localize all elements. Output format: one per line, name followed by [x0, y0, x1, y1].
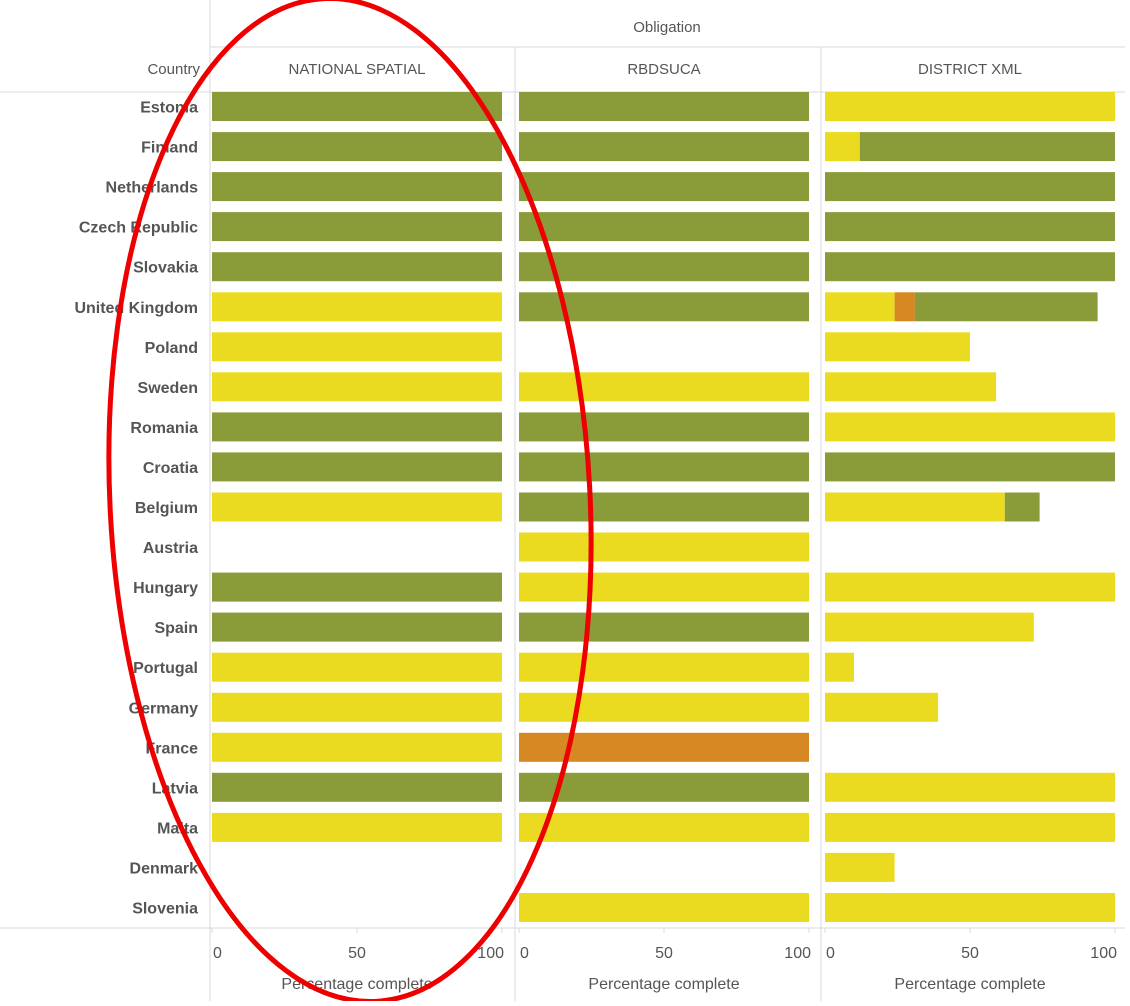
bars: [212, 92, 1115, 922]
country-label-romania: Romania: [130, 420, 198, 437]
bar-district-xml-denmark-yellow: [825, 852, 895, 882]
bar-district-xml-slovakia-green: [825, 252, 1115, 282]
bar-rbdsuca-estonia-green: [519, 92, 809, 121]
bar-district-xml-estonia-yellow: [825, 92, 1115, 121]
bar-national-spatial-malta-yellow: [212, 812, 502, 842]
x-axes: 0 50 100 Percentage complete 0 50 100 Percentag…: [211, 928, 1117, 993]
bar-national-spatial-hungary-green: [212, 572, 502, 602]
panel-header-national-spatial: NATIONAL SPATIAL: [289, 61, 426, 78]
bar-district-xml-united-kingdom-yellow: [825, 292, 895, 322]
bar-district-xml-netherlands-green: [825, 172, 1115, 202]
bar-national-spatial-latvia-green: [212, 772, 502, 802]
country-label-denmark: Denmark: [130, 860, 199, 877]
bar-national-spatial-poland-yellow: [212, 332, 502, 362]
bar-district-xml-malta-yellow: [825, 812, 1115, 842]
bar-rbdsuca-slovenia-yellow: [519, 893, 809, 922]
x-tick-label-national-spatial-50: 50: [348, 945, 366, 962]
bar-rbdsuca-romania-green: [519, 412, 809, 442]
country-label-austria: Austria: [143, 540, 198, 557]
bar-rbdsuca-germany-yellow: [519, 692, 809, 722]
x-tick-label-rbdsuca-100: 100: [784, 945, 811, 962]
bar-national-spatial-united-kingdom-yellow: [212, 292, 502, 322]
bar-national-spatial-portugal-yellow: [212, 652, 502, 682]
country-label-croatia: Croatia: [143, 460, 198, 477]
country-label-belgium: Belgium: [135, 500, 198, 517]
country-column-label: Country: [147, 61, 200, 78]
country-label-sweden: Sweden: [138, 380, 198, 397]
country-label-malta: Malta: [157, 820, 198, 837]
country-label-portugal: Portugal: [133, 660, 198, 677]
bar-district-xml-spain-yellow: [825, 612, 1034, 642]
x-tick-label-national-spatial-0: 0: [213, 945, 222, 962]
bar-national-spatial-belgium-yellow: [212, 492, 502, 522]
x-tick-label-district-xml-50: 50: [961, 945, 979, 962]
country-label-united-kingdom: United Kingdom: [74, 300, 198, 317]
x-tick-label-rbdsuca-0: 0: [520, 945, 529, 962]
country-label-france: France: [146, 740, 199, 757]
x-tick-label-district-xml-0: 0: [826, 945, 835, 962]
country-label-slovakia: Slovakia: [133, 260, 198, 277]
country-label-finland: Finland: [141, 140, 198, 157]
country-label-latvia: Latvia: [152, 780, 198, 797]
bar-rbdsuca-spain-green: [519, 612, 809, 642]
bar-rbdsuca-malta-yellow: [519, 812, 809, 842]
bar-district-xml-germany-yellow: [825, 692, 939, 722]
bar-rbdsuca-belgium-green: [519, 492, 809, 522]
bar-district-xml-romania-yellow: [825, 412, 1115, 442]
obligation-label: Obligation: [633, 19, 701, 36]
bar-district-xml-croatia-green: [825, 452, 1115, 482]
bar-national-spatial-sweden-yellow: [212, 372, 502, 402]
bar-rbdsuca-sweden-yellow: [519, 372, 809, 402]
bar-rbdsuca-finland-green: [519, 132, 809, 162]
panel-header-district-xml: DISTRICT XML: [918, 61, 1022, 78]
bar-national-spatial-czech-republic-green: [212, 212, 502, 242]
bar-rbdsuca-netherlands-green: [519, 172, 809, 202]
bar-national-spatial-spain-green: [212, 612, 502, 642]
bar-national-spatial-estonia-green: [212, 92, 502, 121]
country-label-spain: Spain: [154, 620, 198, 637]
bar-national-spatial-finland-green: [212, 132, 502, 162]
bar-national-spatial-romania-green: [212, 412, 502, 442]
bar-district-xml-united-kingdom-orange: [894, 292, 915, 322]
bar-district-xml-slovenia-yellow: [825, 893, 1115, 922]
bar-district-xml-united-kingdom-green: [914, 292, 1098, 322]
bar-national-spatial-netherlands-green: [212, 172, 502, 202]
bar-district-xml-finland-green: [859, 132, 1115, 162]
bar-national-spatial-germany-yellow: [212, 692, 502, 722]
country-label-poland: Poland: [145, 340, 198, 357]
bar-district-xml-belgium-yellow: [825, 492, 1005, 522]
x-axis-label-rbdsuca: Percentage complete: [588, 976, 739, 993]
bar-rbdsuca-hungary-yellow: [519, 572, 809, 602]
bar-district-xml-hungary-yellow: [825, 572, 1115, 602]
country-label-hungary: Hungary: [133, 580, 198, 597]
bar-rbdsuca-france-orange: [519, 732, 809, 762]
bar-district-xml-sweden-yellow: [825, 372, 997, 402]
bar-rbdsuca-portugal-yellow: [519, 652, 809, 682]
country-label-germany: Germany: [129, 700, 198, 717]
bar-national-spatial-croatia-green: [212, 452, 502, 482]
bar-national-spatial-slovakia-green: [212, 252, 502, 282]
bar-rbdsuca-austria-yellow: [519, 532, 809, 562]
bar-national-spatial-france-yellow: [212, 732, 502, 762]
bar-rbdsuca-czech-republic-green: [519, 212, 809, 242]
panel-headers: NATIONAL SPATIAL RBDSUCA DISTRICT XML: [289, 61, 1022, 78]
x-tick-label-rbdsuca-50: 50: [655, 945, 673, 962]
x-tick-label-national-spatial-100: 100: [477, 945, 504, 962]
bar-district-xml-poland-yellow: [825, 332, 970, 362]
bar-rbdsuca-latvia-green: [519, 772, 809, 802]
bar-district-xml-belgium-green: [1004, 492, 1040, 522]
country-label-slovenia: Slovenia: [132, 901, 198, 918]
x-axis-label-district-xml: Percentage complete: [894, 976, 1045, 993]
panel-header-rbdsuca: RBDSUCA: [627, 61, 700, 78]
bar-rbdsuca-croatia-green: [519, 452, 809, 482]
bar-district-xml-latvia-yellow: [825, 772, 1115, 802]
bar-district-xml-czech-republic-green: [825, 212, 1115, 242]
bar-district-xml-portugal-yellow: [825, 652, 854, 682]
bar-district-xml-finland-yellow: [825, 132, 860, 162]
x-tick-label-district-xml-100: 100: [1090, 945, 1117, 962]
bar-rbdsuca-slovakia-green: [519, 252, 809, 282]
